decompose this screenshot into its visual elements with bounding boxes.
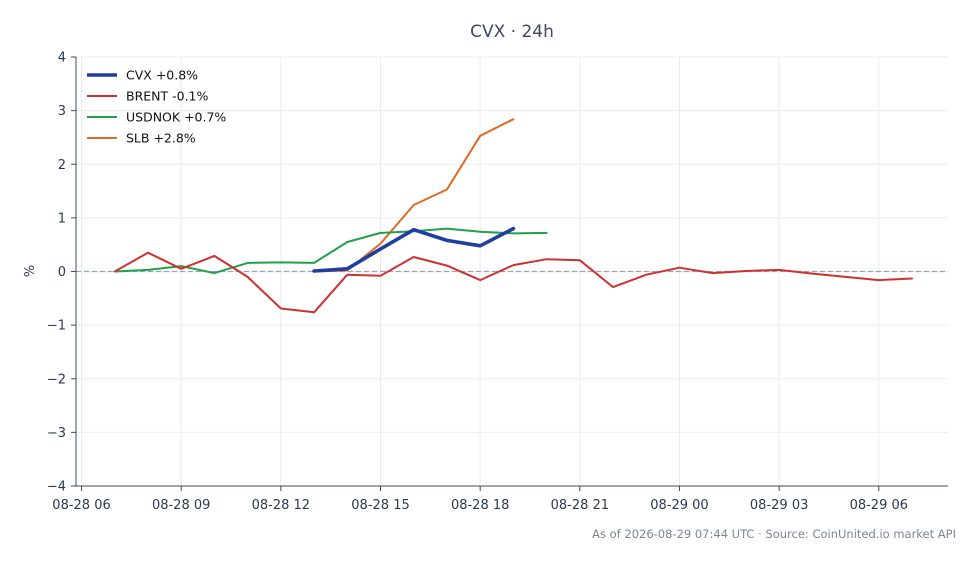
x-tick-label: 08-28 18 [451, 498, 509, 513]
series-lines [113, 118, 913, 314]
y-axis-label: % [23, 265, 38, 277]
series-line-brent [113, 251, 913, 314]
x-tick-label: 08-28 06 [52, 498, 110, 513]
legend-label-brent: BRENT -0.1% [126, 89, 209, 104]
x-tick-label: 08-28 15 [351, 498, 409, 513]
y-tick-label: 3 [58, 104, 66, 119]
y-tick-label: −4 [47, 480, 66, 495]
y-axis-ticks: −4 −3 −2 −1 0 1 2 3 4 [47, 51, 76, 495]
legend-label-usdnok: USDNOK +0.7% [126, 110, 226, 125]
y-tick-label: 0 [58, 265, 66, 280]
x-axis-ticks: 08-28 06 08-28 09 08-28 12 08-28 15 08-28 18… [52, 486, 908, 513]
x-tick-label: 08-28 21 [551, 498, 609, 513]
x-tick-label: 08-29 00 [650, 498, 708, 513]
y-tick-label: 2 [58, 158, 66, 173]
x-tick-label: 08-29 03 [750, 498, 808, 513]
source-footer: As of 2026-08-29 07:44 UTC · Source: Coi… [592, 527, 956, 541]
y-tick-label: −3 [47, 426, 66, 441]
legend-label-cvx: CVX +0.8% [126, 68, 198, 83]
legend: CVX +0.8% BRENT -0.1% USDNOK +0.7% SLB +2.8… [87, 68, 226, 146]
series-line-usdnok [113, 227, 548, 275]
series-line-cvx [312, 226, 516, 273]
legend-label-slb: SLB +2.8% [126, 131, 196, 146]
y-tick-label: 4 [58, 51, 66, 66]
x-tick-label: 08-29 06 [850, 498, 908, 513]
y-tick-label: −1 [47, 319, 66, 334]
y-tick-label: 1 [58, 211, 66, 226]
x-tick-label: 08-28 09 [152, 498, 210, 513]
series-line-slb [313, 118, 515, 273]
x-tick-label: 08-28 12 [252, 498, 310, 513]
y-tick-label: −2 [47, 372, 66, 387]
chart-title: CVX · 24h [470, 22, 554, 42]
